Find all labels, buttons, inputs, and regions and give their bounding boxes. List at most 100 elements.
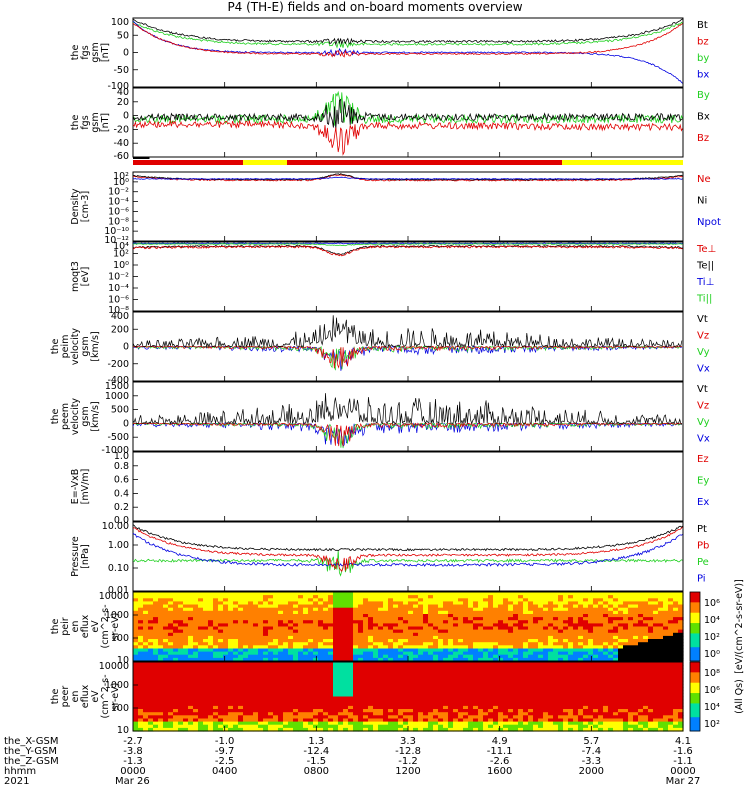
pt-series [132,524,683,552]
panel-6-ylabel: gsm [80,406,91,426]
vx-series-e [132,422,683,448]
colorbar-2-swatch [690,668,700,673]
xaxis-row-label: the_Y-GSM [4,746,57,757]
by-series [132,21,683,49]
colorbar-1-swatch [690,623,700,627]
xaxis-value: 2000 [579,766,604,777]
xaxis-row-label: hhmm [4,766,36,777]
mode-bar-segment [287,160,562,165]
colorbar-1-swatch [690,609,700,614]
panel-1-ylabel: fgs [80,45,91,59]
legend-ne-label: Ne [697,174,711,185]
panel-3-tick-label: 10⁻⁶ [108,206,129,217]
legend-vz-label: Vz [697,400,709,411]
panel-10-ylabel: (cm^2-s- [100,675,111,719]
panel-4-frame [132,241,684,312]
colorbar-1-swatch [690,612,700,617]
panel-3-frame [132,171,684,242]
colorbar-2-swatch [690,682,700,687]
colorbar-2-swatch [690,706,700,711]
colorbar-2-swatch [690,699,700,704]
xaxis-value: 1.3 [308,736,324,747]
panel-6-ylabel: the [50,409,61,425]
vx-series [132,345,683,371]
pi-series [132,532,683,567]
panel-4-tick-label: 10⁻⁶ [108,295,129,306]
legend-vt-label: Vt [697,314,708,325]
panel-8-tick-label: 0.01 [108,585,129,596]
panel-6-tick-label: 1000 [105,391,129,402]
colorbar-2-swatch [690,717,700,722]
colorbar-1-swatch [690,629,700,634]
colorbar-1-swatch [690,619,700,624]
legend-by-label: by [697,53,709,64]
panel-2-tick-label: -20 [113,124,129,135]
vy-series [132,345,682,371]
colorbar-2-swatch [690,703,700,708]
colorbar-1-swatch [690,640,700,645]
colorbar-2-swatch [690,696,700,701]
legend-vz-label: Vz [697,330,709,341]
xaxis-row-label: 2021 [4,776,29,787]
xaxis-row-label: the_Z-GSM [4,756,59,767]
panel-10-ylabel: eflux [80,684,91,708]
panel-2-ylabel: gsm [90,112,101,132]
xaxis-value: 0800 [304,766,329,777]
panel-4-ylabel: moqt3 [70,261,81,292]
panel-3-tick-label: 10² [113,171,129,182]
panel-9-tick-label: 10000 [99,591,129,602]
legend-ni-label: Ni [697,196,707,207]
colorbar-1-swatch [690,636,700,641]
vy-series-e [132,422,683,449]
tipar-series [132,243,683,247]
panel-10-tick-label: 10 [117,725,129,736]
legend-npot-label: Npot [697,217,721,228]
mode-bar-mark [133,157,150,159]
colorbar-2-swatch [690,693,700,697]
panel-9-tick-label: 1000 [105,610,129,621]
legend-vx-label: Vx [697,363,710,374]
xaxis-value: -7.4 [582,746,602,757]
colorbar-2-frame [689,661,701,732]
legend-te-label: Te⊥ [696,244,716,255]
xaxis-value: 3.3 [400,736,416,747]
colorbar-2-swatch [690,672,700,677]
legend-pi-label: Pi [697,573,706,584]
colorbar-2-tick-label: 10⁶ [704,685,720,696]
xaxis-value: -1.3 [123,756,143,767]
legend-bt-label: Bt [697,20,708,31]
colorbar-2-tick-label: 10⁸ [704,668,720,679]
colorbar-1-swatch [690,616,700,621]
xaxis-value: 1200 [395,766,420,777]
xaxis-row-label: the_X-GSM [4,736,58,747]
panel-5-tick-label: -200 [107,359,129,370]
colorbar-1-swatch [690,602,700,607]
xaxis-value: -2.6 [490,756,510,767]
panel-3-tick-label: 10⁻² [108,187,129,198]
vt-series [132,315,683,348]
xaxis-value: -1.0 [215,736,235,747]
panel-4-ylabel: [eV] [80,267,91,287]
panel-7-tick-label: 0.0 [114,515,129,526]
xaxis-value: Mar 26 [115,776,150,787]
panel-7-tick-label: 1.0 [114,451,129,462]
panel-2-tick-label: 20 [117,97,129,108]
xaxis-value: -3.8 [123,746,143,757]
panel-10-ylabel: eV [90,690,101,703]
legend-vx-label: Vx [697,433,710,444]
panel-7-ylabel: [mV/m] [80,469,91,505]
colorbar-1-swatch [690,626,700,631]
panel-1-tick-label: 0 [123,48,129,59]
panel-3-ylabel: [cm-3] [80,191,91,222]
panel-8-tick-label: 1.00 [108,540,129,551]
legend-by-label: By [697,90,710,101]
colorbar-1-swatch [690,650,700,655]
vt-series-e [132,393,682,425]
xaxis-value: -1.6 [673,746,693,757]
teperp-series [132,245,683,257]
panel-4-tick-label: 10⁻² [108,272,129,283]
bx-series-2 [132,98,683,130]
legend-ez-label: Ez [697,454,709,465]
panel-8-frame [132,521,684,592]
panel-3-tick-label: 10⁻⁸ [108,216,129,227]
